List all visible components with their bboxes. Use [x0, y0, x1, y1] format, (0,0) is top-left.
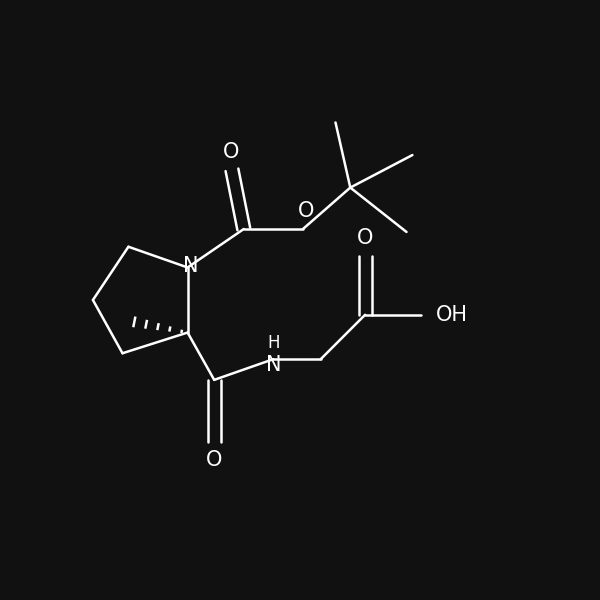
- Text: O: O: [357, 228, 373, 248]
- Text: O: O: [206, 450, 223, 470]
- Text: O: O: [223, 142, 239, 162]
- Text: N: N: [183, 256, 198, 276]
- Text: N: N: [266, 355, 281, 375]
- Text: H: H: [267, 334, 280, 352]
- Text: O: O: [298, 201, 314, 221]
- Text: OH: OH: [436, 305, 468, 325]
